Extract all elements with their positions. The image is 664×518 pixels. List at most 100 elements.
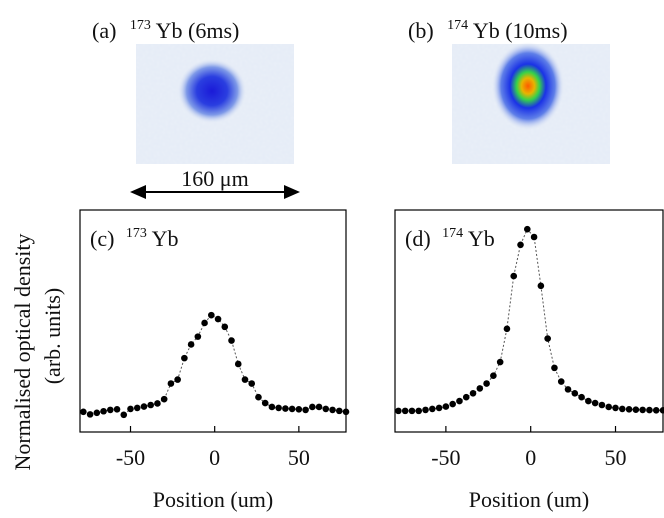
data-point-d	[551, 364, 558, 372]
data-point-c	[100, 407, 107, 415]
data-point-d	[476, 385, 484, 392]
data-point-c	[342, 408, 350, 416]
data-point-c	[234, 360, 242, 368]
data-point-c	[120, 411, 128, 419]
panel-c-isotope: 173	[126, 226, 147, 241]
data-point-c	[201, 319, 208, 327]
data-point-c	[113, 406, 121, 413]
absorption-image-a	[136, 44, 294, 164]
data-point-c	[282, 405, 289, 412]
data-point-d	[646, 406, 653, 414]
data-point-d	[618, 405, 626, 413]
data-point-c	[133, 404, 141, 412]
data-point-c	[315, 403, 323, 411]
data-point-d	[625, 406, 633, 413]
image-a-isotope: 173	[130, 18, 151, 33]
data-point-d	[639, 406, 646, 414]
data-point-c	[147, 401, 155, 409]
x-tick-label-d: -50	[431, 445, 460, 470]
y-axis-label: Normalised optical density	[10, 233, 35, 470]
data-point-c	[160, 395, 168, 403]
image-a-time: (6ms)	[188, 18, 239, 43]
data-point-c	[288, 405, 296, 413]
data-point-d	[422, 406, 429, 414]
data-point-c	[93, 409, 101, 417]
data-point-d	[571, 389, 579, 397]
data-point-d	[537, 282, 545, 290]
scale-bar: 160 μm	[130, 166, 300, 199]
data-point-c	[268, 403, 276, 411]
data-point-d	[591, 399, 599, 407]
data-point-c	[154, 400, 161, 407]
absorption-image-b	[452, 42, 610, 164]
data-point-d	[462, 393, 470, 401]
data-point-c	[187, 341, 195, 348]
data-point-d	[564, 386, 572, 393]
panel-c-label: (c)	[90, 226, 114, 251]
data-point-c	[329, 406, 336, 414]
image-b-label: (b)	[408, 18, 434, 43]
x-tick-label-d: 0	[525, 445, 536, 470]
data-point-d	[585, 397, 592, 405]
data-point-c	[248, 380, 256, 387]
data-point-d	[469, 389, 477, 397]
plot-frame-d	[394, 209, 664, 433]
data-point-c	[275, 404, 282, 412]
plot-frame-c	[79, 209, 347, 433]
data-point-c	[107, 406, 114, 414]
fit-line-d	[398, 228, 663, 412]
fit-line-c	[83, 314, 347, 416]
data-point-c	[86, 411, 94, 418]
data-point-c	[127, 405, 134, 413]
image-a-caption: (a) 173 Yb (6ms)	[92, 9, 239, 43]
data-point-d	[496, 358, 504, 366]
data-point-d	[483, 380, 490, 387]
y-axis-label-units: (arb. units)	[40, 288, 65, 385]
data-point-d	[612, 404, 619, 412]
data-point-c	[255, 393, 262, 401]
data-point-c	[295, 406, 303, 413]
data-point-d	[442, 403, 450, 410]
data-point-c	[335, 407, 343, 415]
data-point-c	[181, 354, 188, 362]
image-a-label: (a)	[92, 18, 116, 43]
panel-d-label: (d)	[405, 226, 431, 251]
data-point-d	[510, 272, 518, 280]
data-point-d	[544, 335, 551, 342]
data-point-c	[221, 323, 229, 331]
data-point-d	[557, 378, 565, 385]
x-tick-label-c: 50	[288, 445, 310, 470]
data-point-c	[194, 333, 202, 340]
plot-panel-d: (d) 174 Yb -50 0 50 Position (um)	[394, 209, 664, 512]
data-point-c	[140, 403, 148, 410]
data-point-d	[456, 397, 463, 405]
data-point-c	[214, 315, 222, 323]
data-point-d	[605, 403, 613, 411]
data-point-c	[309, 403, 316, 411]
panel-c-label-group: (c) 173 Yb	[90, 217, 179, 251]
data-point-d	[578, 393, 585, 401]
image-a-element: Yb	[156, 18, 183, 43]
data-point-c	[80, 408, 87, 416]
x-tick-label-d: 50	[605, 445, 627, 470]
x-axis-label-d: Position (um)	[469, 487, 589, 512]
data-point-c	[174, 376, 181, 383]
data-point-d	[429, 405, 436, 413]
image-b-element: Yb	[473, 18, 500, 43]
data-point-d	[652, 406, 660, 414]
panel-d-element: Yb	[468, 226, 495, 251]
data-point-d	[530, 233, 538, 241]
x-tick-label-c: -50	[116, 445, 145, 470]
x-tick-label-c: 0	[209, 445, 220, 470]
data-point-d	[408, 407, 416, 415]
data-point-d	[415, 407, 423, 415]
data-point-c	[302, 406, 309, 414]
data-point-d	[395, 407, 402, 415]
data-point-d	[524, 225, 531, 233]
data-point-c	[322, 405, 330, 413]
data-point-c	[261, 399, 269, 407]
data-point-d	[598, 401, 606, 409]
panel-c-element: Yb	[152, 226, 179, 251]
data-point-d	[435, 404, 443, 412]
